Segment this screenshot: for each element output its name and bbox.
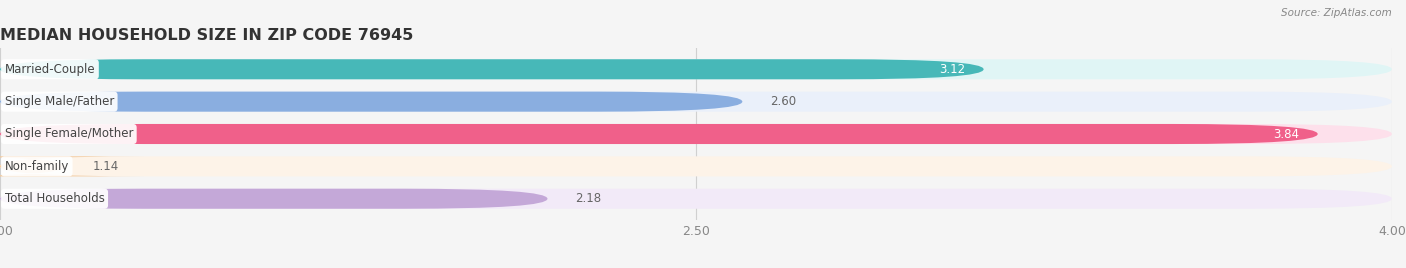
FancyBboxPatch shape [0,124,1317,144]
Text: MEDIAN HOUSEHOLD SIZE IN ZIP CODE 76945: MEDIAN HOUSEHOLD SIZE IN ZIP CODE 76945 [0,28,413,43]
Text: 3.84: 3.84 [1274,128,1299,140]
Text: 2.18: 2.18 [575,192,602,205]
Text: 2.60: 2.60 [770,95,796,108]
Text: Single Male/Father: Single Male/Father [4,95,114,108]
FancyBboxPatch shape [0,156,143,176]
Text: 1.14: 1.14 [93,160,120,173]
FancyBboxPatch shape [0,189,1392,209]
Text: Single Female/Mother: Single Female/Mother [4,128,134,140]
Text: 3.12: 3.12 [939,63,965,76]
FancyBboxPatch shape [0,189,547,209]
Text: Non-family: Non-family [4,160,69,173]
FancyBboxPatch shape [0,92,742,112]
FancyBboxPatch shape [0,92,1392,112]
Text: Married-Couple: Married-Couple [4,63,96,76]
FancyBboxPatch shape [0,156,1392,176]
FancyBboxPatch shape [0,124,1392,144]
FancyBboxPatch shape [0,59,984,79]
Text: Source: ZipAtlas.com: Source: ZipAtlas.com [1281,8,1392,18]
FancyBboxPatch shape [0,59,1392,79]
Text: Total Households: Total Households [4,192,104,205]
